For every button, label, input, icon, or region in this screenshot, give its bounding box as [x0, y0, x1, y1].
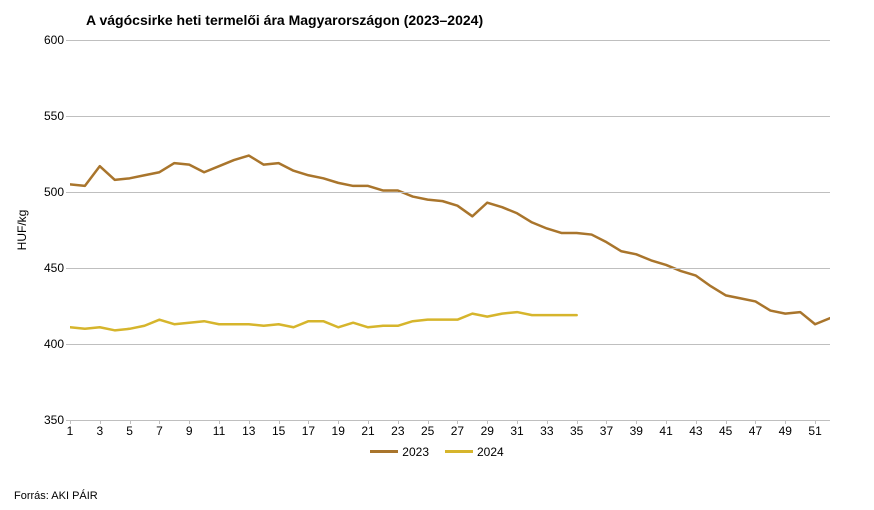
y-tick-label: 400	[44, 337, 64, 351]
gridline	[70, 116, 830, 117]
y-tick-label: 500	[44, 185, 64, 199]
chart-title: A vágócsirke heti termelői ára Magyarors…	[86, 12, 483, 28]
x-tick-label: 29	[481, 424, 494, 438]
x-tick-label: 35	[570, 424, 583, 438]
x-tick-label: 1	[67, 424, 74, 438]
y-tick-mark	[66, 116, 70, 117]
y-axis-label: HUF/kg	[15, 210, 29, 251]
legend-swatch	[370, 450, 398, 453]
y-tick-mark	[66, 192, 70, 193]
source-text: Forrás: AKI PÁIR	[14, 490, 98, 502]
legend-swatch	[445, 450, 473, 453]
x-tick-label: 15	[272, 424, 285, 438]
x-tick-label: 17	[302, 424, 315, 438]
x-tick-label: 19	[332, 424, 345, 438]
gridline	[70, 344, 830, 345]
y-tick-mark	[66, 344, 70, 345]
x-tick-label: 43	[689, 424, 702, 438]
chart-lines-svg	[70, 40, 830, 420]
y-tick-label: 600	[44, 33, 64, 47]
x-tick-label: 49	[779, 424, 792, 438]
legend-label: 2024	[477, 445, 504, 459]
x-tick-label: 25	[421, 424, 434, 438]
y-tick-label: 450	[44, 261, 64, 275]
x-tick-label: 13	[242, 424, 255, 438]
x-tick-label: 21	[361, 424, 374, 438]
x-tick-label: 5	[126, 424, 133, 438]
x-tick-label: 41	[659, 424, 672, 438]
gridline	[70, 40, 830, 41]
legend-item-2023: 2023	[370, 445, 429, 459]
legend: 2023 2024	[0, 442, 874, 459]
legend-label: 2023	[402, 445, 429, 459]
x-tick-label: 3	[96, 424, 103, 438]
x-tick-label: 39	[630, 424, 643, 438]
y-tick-mark	[66, 40, 70, 41]
legend-item-2024: 2024	[445, 445, 504, 459]
x-tick-label: 33	[540, 424, 553, 438]
y-tick-label: 350	[44, 413, 64, 427]
chart-container: A vágócsirke heti termelői ára Magyarors…	[0, 0, 874, 510]
x-tick-label: 7	[156, 424, 163, 438]
gridline	[70, 268, 830, 269]
series-line-2024	[70, 312, 577, 330]
plot-area: HUF/kg 350400450500550600135791113151719…	[70, 40, 830, 420]
x-tick-label: 51	[808, 424, 821, 438]
x-tick-label: 11	[213, 424, 225, 438]
x-tick-label: 47	[749, 424, 762, 438]
series-line-2023	[70, 156, 830, 325]
x-tick-label: 9	[186, 424, 193, 438]
x-tick-label: 27	[451, 424, 464, 438]
x-tick-label: 45	[719, 424, 732, 438]
x-tick-label: 23	[391, 424, 404, 438]
y-tick-label: 550	[44, 109, 64, 123]
x-tick-label: 31	[510, 424, 523, 438]
gridline	[70, 420, 830, 421]
y-tick-mark	[66, 268, 70, 269]
gridline	[70, 192, 830, 193]
x-tick-label: 37	[600, 424, 613, 438]
